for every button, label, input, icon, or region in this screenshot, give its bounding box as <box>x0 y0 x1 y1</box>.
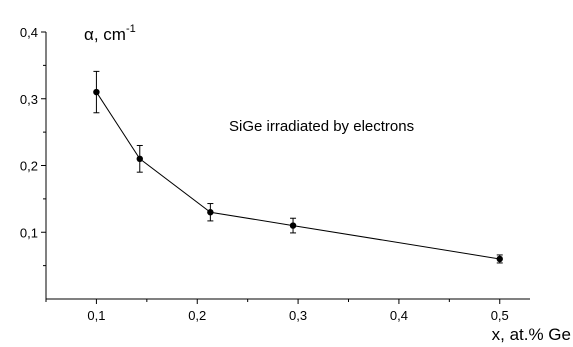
y-axis-label-exponent: -1 <box>126 23 136 35</box>
x-tick-label: 0,5 <box>491 308 509 323</box>
x-tick-label: 0,4 <box>390 308 408 323</box>
chart-annotation: SiGe irradiated by electrons <box>229 118 414 135</box>
y-tick-label: 0,3 <box>20 92 38 107</box>
data-point <box>496 255 503 263</box>
ticks: 0,1 0,2 0,3 0,4 0,5 0,1 0,2 0,3 0,4 <box>20 25 509 323</box>
x-tick-label: 0,3 <box>289 308 307 323</box>
x-tick-label: 0,1 <box>87 308 105 323</box>
data-point <box>136 155 143 163</box>
y-axis-label-text: α, cm <box>84 25 126 44</box>
data-point <box>93 88 100 96</box>
y-tick-label: 0,2 <box>20 159 38 174</box>
series <box>93 70 503 264</box>
y-axis-label: α, cm-1 <box>84 23 136 44</box>
y-tick-label: 0,4 <box>20 25 38 40</box>
data-point <box>207 209 214 216</box>
x-axis-label: x, at.% Ge <box>492 325 571 344</box>
data-point <box>289 222 297 229</box>
y-tick-label: 0,1 <box>20 225 38 240</box>
x-tick-label: 0,2 <box>188 308 206 323</box>
axes <box>45 32 530 300</box>
